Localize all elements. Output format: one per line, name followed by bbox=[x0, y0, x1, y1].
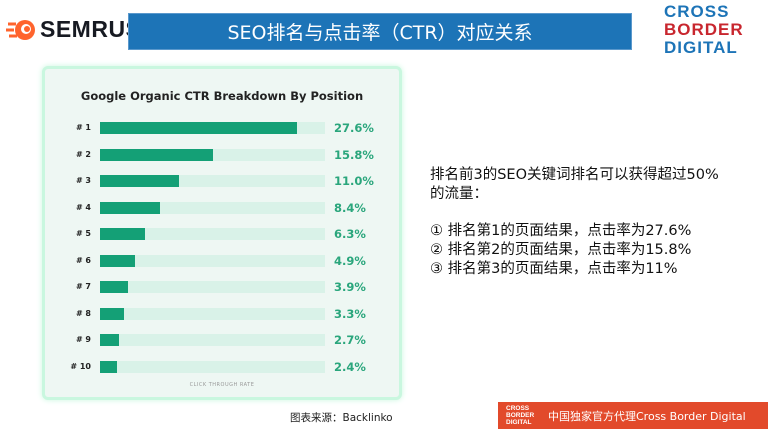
chart-bar-row: # 7 3.9% bbox=[45, 280, 399, 295]
bar-category-label: # 6 bbox=[75, 255, 91, 265]
bar bbox=[100, 307, 124, 320]
bar-value-label: 8.4% bbox=[334, 200, 366, 215]
x-axis-label: CLICK THROUGH RATE bbox=[189, 382, 255, 388]
logo-line: CROSS bbox=[506, 405, 530, 412]
bar-category-label: # 3 bbox=[75, 176, 91, 185]
summary-text: 排名前3的SEO关键词排名可以获得超过50% 的流量： ① 排名第1的页面结果，… bbox=[430, 166, 719, 279]
bar-category-label: # 10 bbox=[70, 361, 91, 371]
summary-item: ② 排名第2的页面结果，点击率为15.8% bbox=[430, 242, 692, 258]
bar bbox=[100, 360, 118, 373]
bar-track bbox=[100, 360, 325, 373]
bar-category-label: # 9 bbox=[75, 335, 91, 344]
bar-track bbox=[100, 307, 325, 320]
footer-logo: CROSS BORDER DIGITAL bbox=[506, 405, 542, 426]
bar-track bbox=[100, 281, 325, 293]
chart-bar-row: # 6 4.9% bbox=[45, 253, 399, 269]
chart-bar-row: # 9 2.7% bbox=[45, 333, 399, 348]
chart-bar-row: # 3 11.0% bbox=[45, 174, 399, 189]
bar-category-label: # 7 bbox=[75, 282, 91, 291]
semrush-flame-icon bbox=[6, 19, 35, 40]
chart-source: 图表来源：Backlinko bbox=[290, 412, 393, 424]
bar-track bbox=[100, 254, 325, 267]
bar-value-label: 2.7% bbox=[334, 333, 366, 347]
cross-border-digital-logo: CROSS BORDER DIGITAL bbox=[664, 3, 754, 57]
intro-line: 的流量： bbox=[430, 186, 488, 202]
bar bbox=[100, 148, 213, 161]
bar-track bbox=[100, 148, 325, 161]
chart-bar-row: # 4 8.4% bbox=[45, 200, 399, 216]
chart-title: Google Organic CTR Breakdown By Position bbox=[80, 89, 364, 103]
ctr-chart: Google Organic CTR Breakdown By Position… bbox=[42, 66, 402, 400]
bar bbox=[100, 201, 160, 214]
bar-value-label: 6.3% bbox=[334, 227, 366, 241]
bar-category-label: # 8 bbox=[75, 308, 91, 318]
bar bbox=[100, 122, 298, 134]
summary-item: ③ 排名第3的页面结果，点击率为11% bbox=[430, 261, 678, 277]
bar-track bbox=[100, 334, 325, 346]
logo-line: BORDER bbox=[506, 412, 535, 419]
bar-value-label: 2.4% bbox=[334, 359, 366, 374]
bar-value-label: 3.9% bbox=[334, 280, 366, 294]
chart-bar-row: # 10 2.4% bbox=[45, 359, 399, 375]
bar-value-label: 11.0% bbox=[334, 174, 374, 188]
logo-line: DIGITAL bbox=[664, 38, 738, 57]
slide-title: SEO排名与点击率（CTR）对应关系 bbox=[128, 13, 632, 50]
footer-text: 中国独家官方代理Cross Border Digital bbox=[548, 409, 746, 423]
chart-bar-row: # 8 3.3% bbox=[45, 306, 399, 322]
intro-line: 排名前3的SEO关键词排名可以获得超过50% bbox=[430, 167, 719, 183]
bar-track bbox=[100, 175, 325, 187]
bar-track bbox=[100, 122, 325, 134]
bar bbox=[100, 228, 145, 240]
bar-value-label: 15.8% bbox=[334, 147, 374, 162]
bar-category-label: # 4 bbox=[75, 202, 91, 212]
bar-value-label: 27.6% bbox=[334, 121, 374, 135]
chart-bar-row: # 2 15.8% bbox=[45, 147, 399, 163]
footer-banner: CROSS BORDER DIGITAL 中国独家官方代理Cross Borde… bbox=[498, 402, 768, 429]
logo-line: BORDER bbox=[664, 20, 744, 39]
bar-category-label: # 1 bbox=[75, 123, 91, 132]
bar-category-label: # 5 bbox=[75, 229, 91, 238]
logo-line: DIGITAL bbox=[506, 419, 532, 426]
bar bbox=[100, 334, 120, 346]
logo-line: CROSS bbox=[664, 2, 730, 21]
bar-value-label: 3.3% bbox=[334, 306, 366, 321]
chart-bar-row: # 5 6.3% bbox=[45, 227, 399, 242]
chart-bar-row: # 1 27.6% bbox=[45, 121, 399, 136]
bar bbox=[100, 281, 128, 293]
bar-value-label: 4.9% bbox=[334, 253, 366, 268]
bar-category-label: # 2 bbox=[75, 149, 91, 159]
bar-track bbox=[100, 201, 325, 214]
bar bbox=[100, 175, 179, 187]
bar-track bbox=[100, 228, 325, 240]
bar bbox=[100, 254, 135, 267]
summary-item: ① 排名第1的页面结果，点击率为27.6% bbox=[430, 223, 692, 239]
